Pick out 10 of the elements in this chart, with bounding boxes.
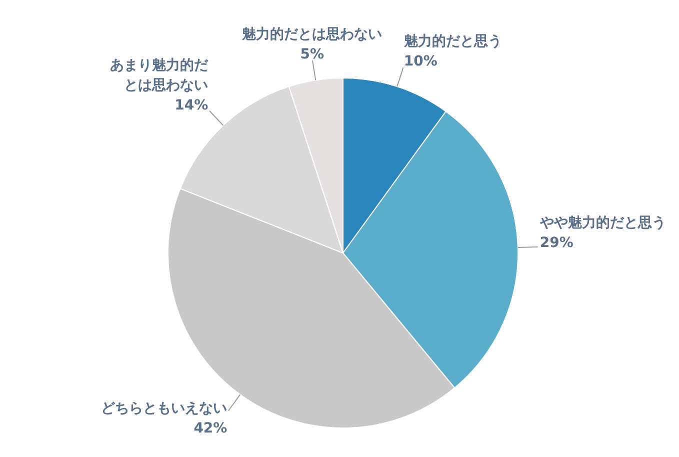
slice-label: あまり魅力的だとは思わない [110, 57, 210, 94]
data-label: 14% [174, 97, 208, 114]
data-label: 42% [194, 420, 228, 436]
slice-label: 魅力的だと思う [402, 34, 502, 50]
data-label: 10% [404, 54, 438, 70]
slice-label: やや魅力的だと思う [538, 214, 666, 231]
slice-label: どちらともいえない [101, 400, 228, 416]
data-label: 29% [540, 234, 574, 251]
slice-label: 魅力的だとは思わない [241, 26, 382, 42]
data-label: 5% [300, 46, 324, 62]
